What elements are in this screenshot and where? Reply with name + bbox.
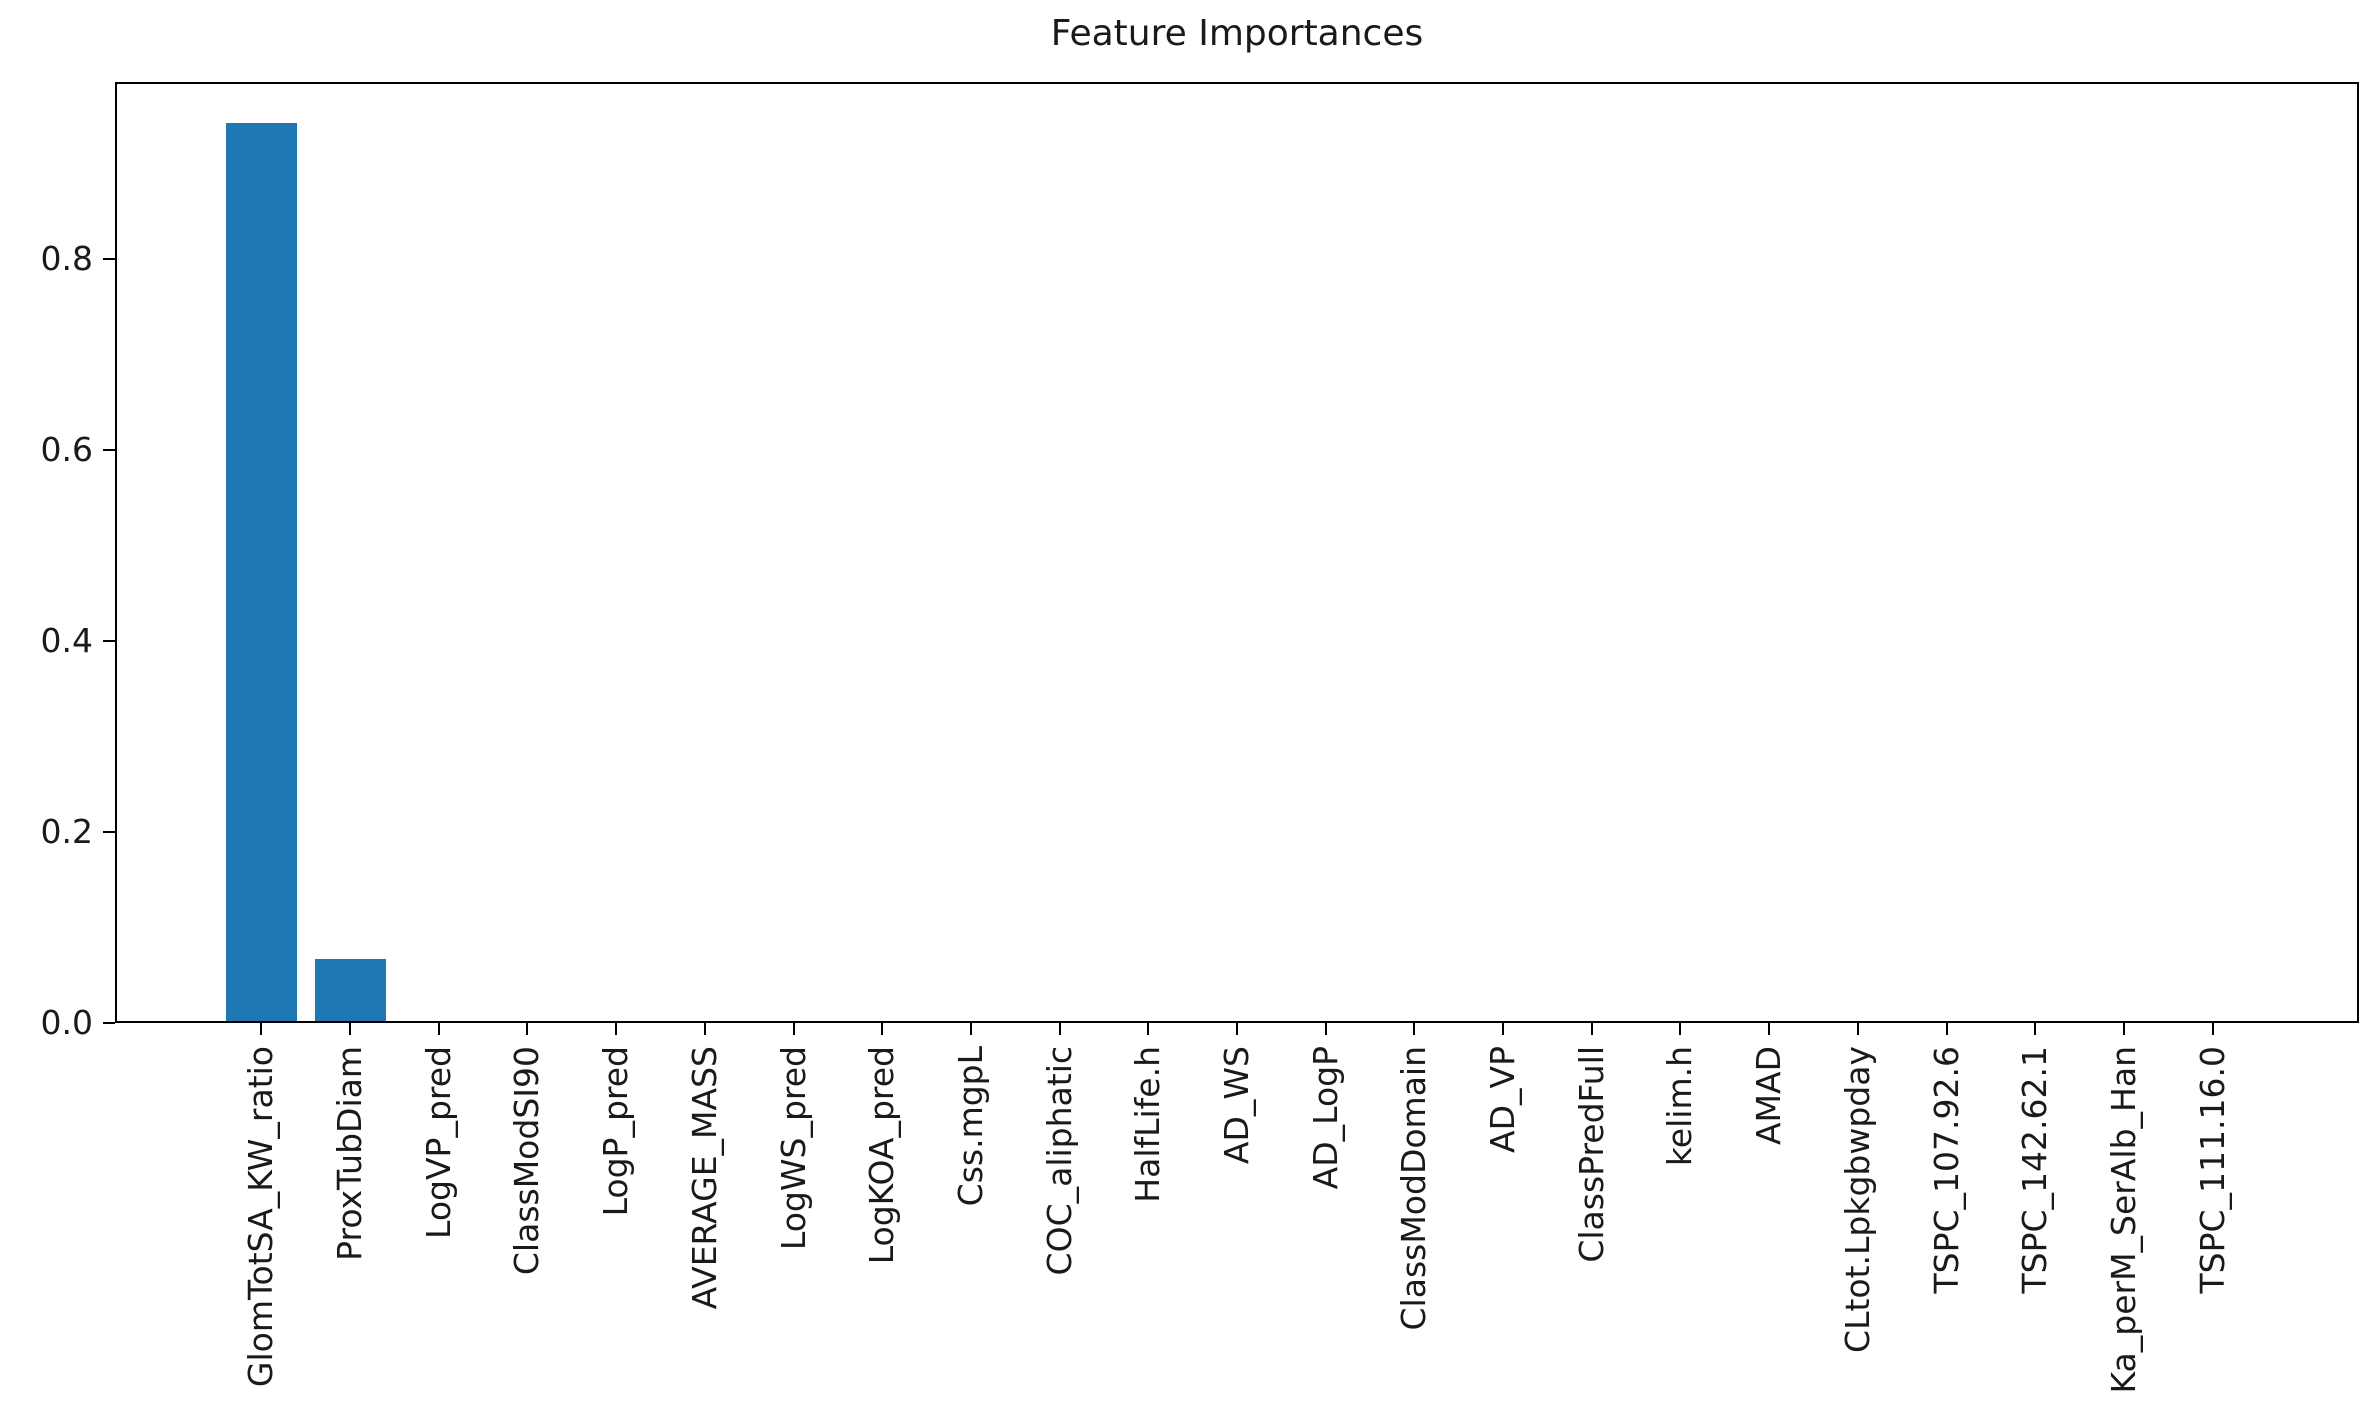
x-tick-mark [2034,1023,2036,1035]
y-tick-label: 0.8 [40,239,93,278]
x-tick-mark [970,1023,972,1035]
x-tick-label: LogKOA_pred [862,1046,901,1265]
x-tick-mark [260,1023,262,1035]
x-tick-mark [1325,1023,1327,1035]
x-tick-mark [2123,1023,2125,1035]
x-tick-label: AD_VP [1483,1046,1522,1153]
x-tick-mark [1147,1023,1149,1035]
x-tick-label: Css.mgpL [951,1046,990,1207]
y-tick-mark [103,1022,115,1024]
x-tick-mark [1768,1023,1770,1035]
y-tick-mark [103,640,115,642]
x-tick-label: Ka_perM_SerAlb_Han [2104,1046,2143,1394]
x-tick-label: LogWS_pred [774,1046,813,1251]
bar-GlomTotSA_KW_ratio [226,123,297,1021]
x-tick-label: AD_WS [1217,1046,1256,1165]
x-tick-label: AD_LogP [1306,1046,1345,1190]
y-tick-mark [103,258,115,260]
x-tick-label: kelim.h [1660,1046,1699,1167]
x-tick-mark [1502,1023,1504,1035]
x-tick-mark [1946,1023,1948,1035]
x-tick-mark [1857,1023,1859,1035]
x-tick-label: ClassPredFull [1572,1046,1611,1263]
x-tick-label: ClassModSI90 [507,1046,546,1276]
x-tick-label: LogVP_pred [419,1046,458,1239]
x-tick-label: ProxTubDiam [330,1046,369,1261]
x-tick-label: TSPC_107.92.6 [1927,1046,1966,1294]
x-tick-mark [881,1023,883,1035]
x-tick-mark [704,1023,706,1035]
y-tick-mark [103,449,115,451]
chart-title: Feature Importances [1050,13,1424,54]
x-tick-mark [2212,1023,2214,1035]
y-tick-mark [103,831,115,833]
x-tick-label: COC_aliphatic [1040,1046,1079,1276]
x-tick-label: LogP_pred [596,1046,635,1217]
y-tick-label: 0.4 [40,621,93,660]
x-tick-label: GlomTotSA_KW_ratio [241,1046,280,1388]
x-tick-mark [526,1023,528,1035]
bar-ProxTubDiam [315,959,386,1021]
y-tick-label: 0.0 [40,1003,93,1042]
x-tick-label: ClassModDomain [1394,1046,1433,1331]
x-tick-mark [1236,1023,1238,1035]
x-tick-mark [1679,1023,1681,1035]
y-tick-label: 0.2 [40,812,93,851]
y-tick-label: 0.6 [40,430,93,469]
x-tick-mark [1059,1023,1061,1035]
x-tick-label: TSPC_142.62.1 [2015,1046,2054,1294]
x-tick-label: CLtot.Lpkgbwpday [1838,1046,1877,1353]
x-tick-mark [438,1023,440,1035]
x-tick-label: AVERAGE_MASS [685,1046,724,1310]
x-tick-mark [615,1023,617,1035]
x-tick-label: AMAD [1749,1046,1788,1146]
x-tick-mark [793,1023,795,1035]
x-tick-label: HalfLife.h [1128,1046,1167,1203]
plot-area [115,82,2359,1023]
x-tick-mark [1413,1023,1415,1035]
x-tick-label: TSPC_111.16.0 [2193,1046,2232,1294]
x-tick-mark [349,1023,351,1035]
x-tick-mark [1591,1023,1593,1035]
